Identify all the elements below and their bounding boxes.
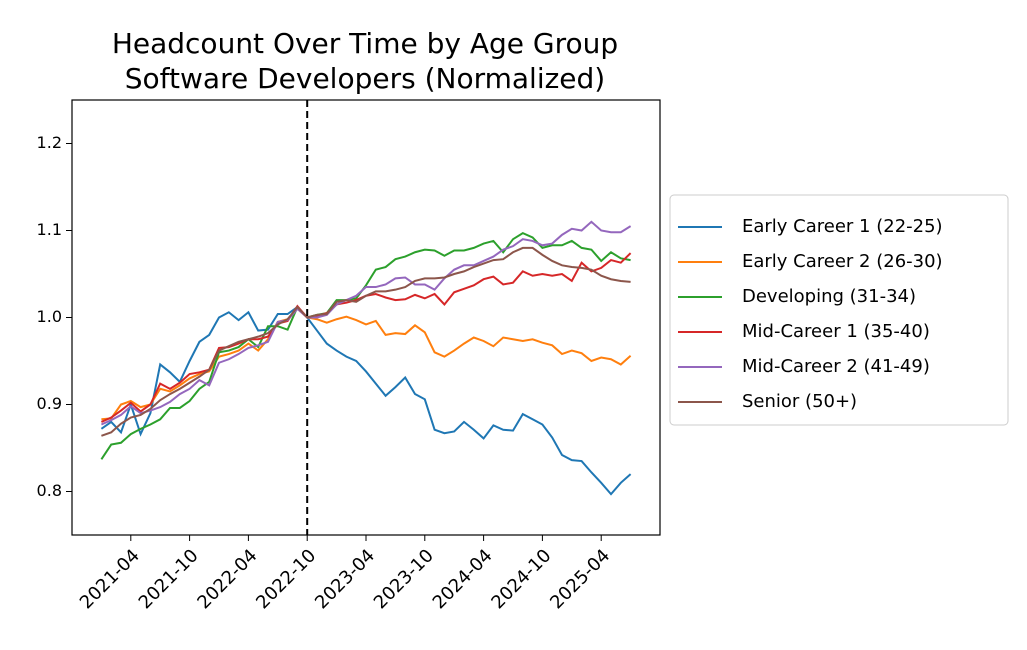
series-line	[101, 307, 632, 421]
x-tick-label: 2025-04	[546, 545, 614, 613]
x-tick-label: 2023-04	[311, 545, 379, 613]
chart-title: Headcount Over Time by Age Group	[112, 27, 618, 60]
series-line	[100, 305, 632, 496]
y-tick-label: 1.1	[37, 220, 62, 239]
x-tick-label: 2024-10	[487, 545, 555, 613]
x-tick-label: 2021-10	[135, 545, 203, 613]
chart-subtitle: Software Developers (Normalized)	[125, 62, 605, 95]
legend-label: Mid-Career 1 (35-40)	[742, 321, 930, 342]
legend-label: Mid-Career 2 (41-49)	[742, 356, 930, 377]
series-line	[100, 252, 632, 423]
legend-label: Senior (50+)	[742, 391, 857, 412]
series-line	[100, 231, 631, 460]
y-tick-label: 0.8	[37, 481, 62, 500]
legend-label: Developing (31-34)	[742, 286, 916, 307]
y-tick-label: 0.9	[37, 394, 62, 413]
series-line	[101, 246, 631, 437]
legend-label: Early Career 2 (26-30)	[742, 251, 943, 272]
legend-box	[669, 194, 1009, 426]
x-tick-label: 2022-10	[252, 545, 320, 613]
x-tick-label: 2022-04	[193, 545, 261, 613]
legend-label: Early Career 1 (22-25)	[742, 216, 943, 237]
series-line	[100, 220, 632, 426]
x-tick-label: 2021-04	[76, 545, 144, 613]
y-tick-label: 1.0	[37, 307, 62, 326]
plot-frame	[71, 99, 661, 536]
y-tick-label: 1.2	[37, 133, 62, 152]
x-tick-label: 2024-04	[429, 545, 497, 613]
x-tick-label: 2023-10	[370, 545, 438, 613]
